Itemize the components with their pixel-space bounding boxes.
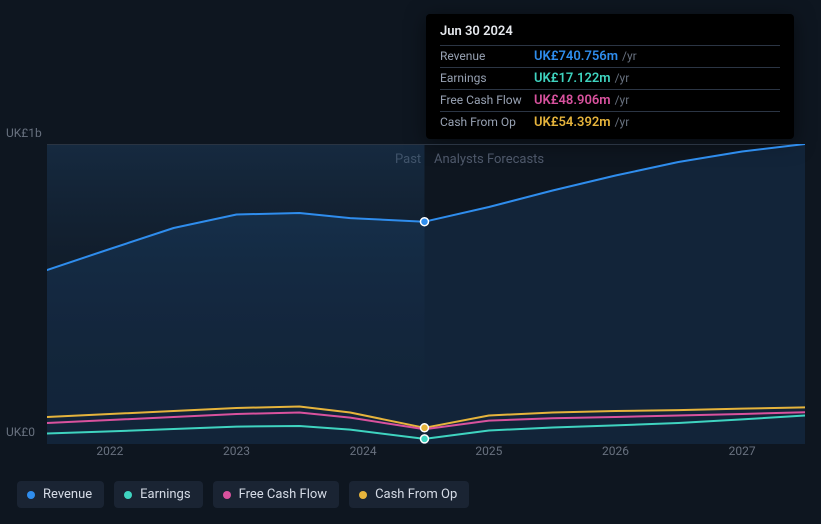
tooltip-row: EarningsUK£17.122m/yr xyxy=(440,67,780,89)
legend-item-label: Cash From Op xyxy=(375,487,457,502)
xaxis-tick: 2026 xyxy=(602,444,629,458)
chart-plot xyxy=(47,144,805,444)
tooltip-row-label: Cash From Op xyxy=(440,115,534,129)
legend-item-free_cash_flow[interactable]: Free Cash Flow xyxy=(213,481,339,508)
yaxis-tick-bottom: UK£0 xyxy=(6,425,35,439)
legend-dot-icon xyxy=(124,491,132,499)
legend-item-label: Earnings xyxy=(140,487,190,502)
tooltip-row-unit: /yr xyxy=(615,93,630,107)
chart-container: { "chart": { "type": "line-area", "width… xyxy=(0,0,821,524)
legend: Revenue Earnings Free Cash Flow Cash From O… xyxy=(17,481,469,508)
tooltip-row-unit: /yr xyxy=(622,49,637,63)
xaxis-tick: 2023 xyxy=(223,444,250,458)
xaxis: 2022 2023 2024 2025 2026 2027 xyxy=(47,444,805,464)
legend-item-label: Revenue xyxy=(43,487,92,502)
tooltip-row: Free Cash FlowUK£48.906m/yr xyxy=(440,89,780,111)
legend-item-label: Free Cash Flow xyxy=(239,487,327,502)
xaxis-tick: 2022 xyxy=(96,444,123,458)
legend-item-earnings[interactable]: Earnings xyxy=(114,481,202,508)
legend-dot-icon xyxy=(223,491,231,499)
legend-dot-icon xyxy=(359,491,367,499)
xaxis-tick: 2024 xyxy=(350,444,377,458)
tooltip-panel: Jun 30 2024 RevenueUK£740.756m/yrEarning… xyxy=(426,14,794,139)
tooltip-date: Jun 30 2024 xyxy=(440,24,780,39)
tooltip-row-value: UK£17.122m xyxy=(534,71,611,86)
tooltip-row-unit: /yr xyxy=(615,115,630,129)
tooltip-row-label: Free Cash Flow xyxy=(440,93,534,107)
tooltip-row-value: UK£54.392m xyxy=(534,115,611,130)
legend-dot-icon xyxy=(27,491,35,499)
xaxis-tick: 2027 xyxy=(729,444,756,458)
xaxis-tick: 2025 xyxy=(475,444,502,458)
tooltip-row-label: Revenue xyxy=(440,49,534,63)
tooltip-row-value: UK£740.756m xyxy=(534,49,618,64)
tooltip-row: RevenueUK£740.756m/yr xyxy=(440,45,780,67)
tooltip-row: Cash From OpUK£54.392m/yr xyxy=(440,111,780,133)
legend-item-revenue[interactable]: Revenue xyxy=(17,481,104,508)
legend-item-cash_from_op[interactable]: Cash From Op xyxy=(349,481,469,508)
yaxis-tick-top: UK£1b xyxy=(6,126,42,140)
tooltip-row-label: Earnings xyxy=(440,71,534,85)
tooltip-row-value: UK£48.906m xyxy=(534,93,611,108)
tooltip-row-unit: /yr xyxy=(615,71,630,85)
